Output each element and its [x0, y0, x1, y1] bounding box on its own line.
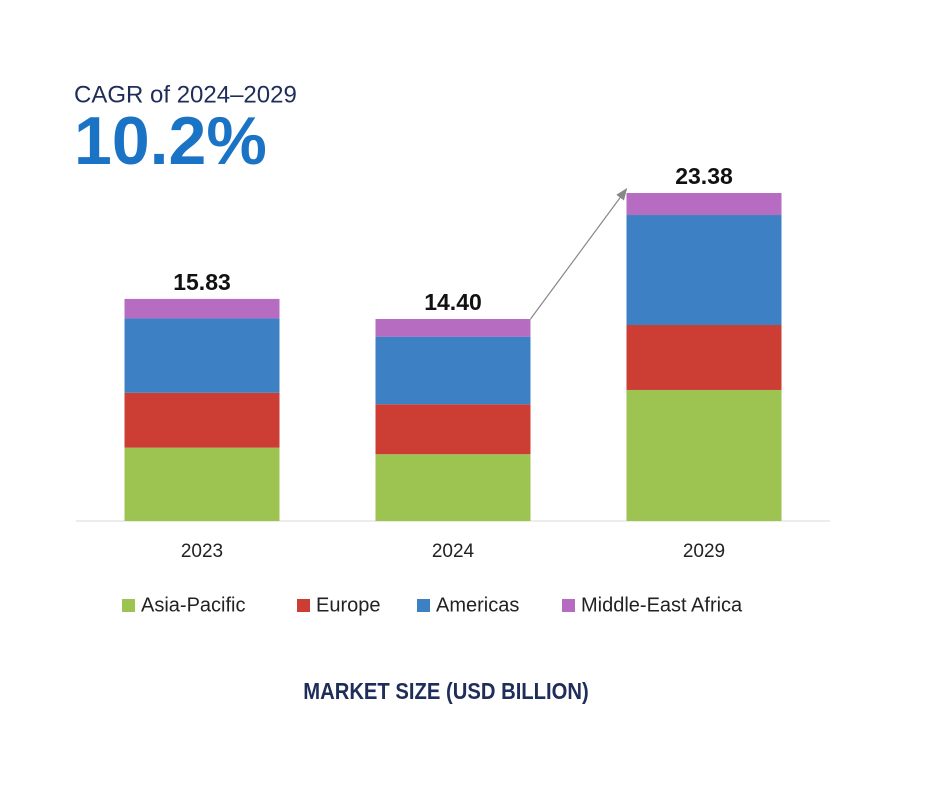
bar-segment: [124, 447, 280, 521]
legend-swatch: [562, 599, 575, 612]
legend-label: Europe: [316, 594, 381, 616]
x-axis-label: MARKET SIZE (USD BILLION): [303, 678, 588, 705]
x-tick-label: 2024: [432, 541, 475, 562]
total-label: 23.38: [675, 163, 733, 189]
bar-segment: [626, 193, 782, 216]
cagr-label: CAGR of 2024–2029: [74, 81, 297, 108]
bar-segment: [124, 318, 280, 393]
bar-segment: [626, 389, 782, 521]
x-tick-label: 2023: [181, 541, 223, 562]
bar-segment: [626, 215, 782, 326]
cagr-value: 10.2%: [74, 103, 267, 179]
legend-swatch: [417, 599, 430, 612]
legend-swatch: [297, 599, 310, 612]
total-label: 14.40: [424, 289, 482, 315]
trend-arrow: [530, 188, 628, 320]
bar-segment: [375, 318, 531, 337]
bar-segment: [375, 454, 531, 521]
bar-segment: [626, 325, 782, 390]
bar-segment: [124, 298, 280, 319]
x-tick-label: 2029: [683, 541, 725, 562]
bar-segment: [124, 392, 280, 448]
legend-label: Middle-East Africa: [581, 594, 743, 616]
total-label: 15.83: [173, 269, 231, 295]
legend-label: Asia-Pacific: [141, 594, 245, 616]
bar-segment: [375, 404, 531, 455]
bar-segment: [375, 336, 531, 405]
legend-label: Americas: [436, 594, 519, 616]
legend-swatch: [122, 599, 135, 612]
